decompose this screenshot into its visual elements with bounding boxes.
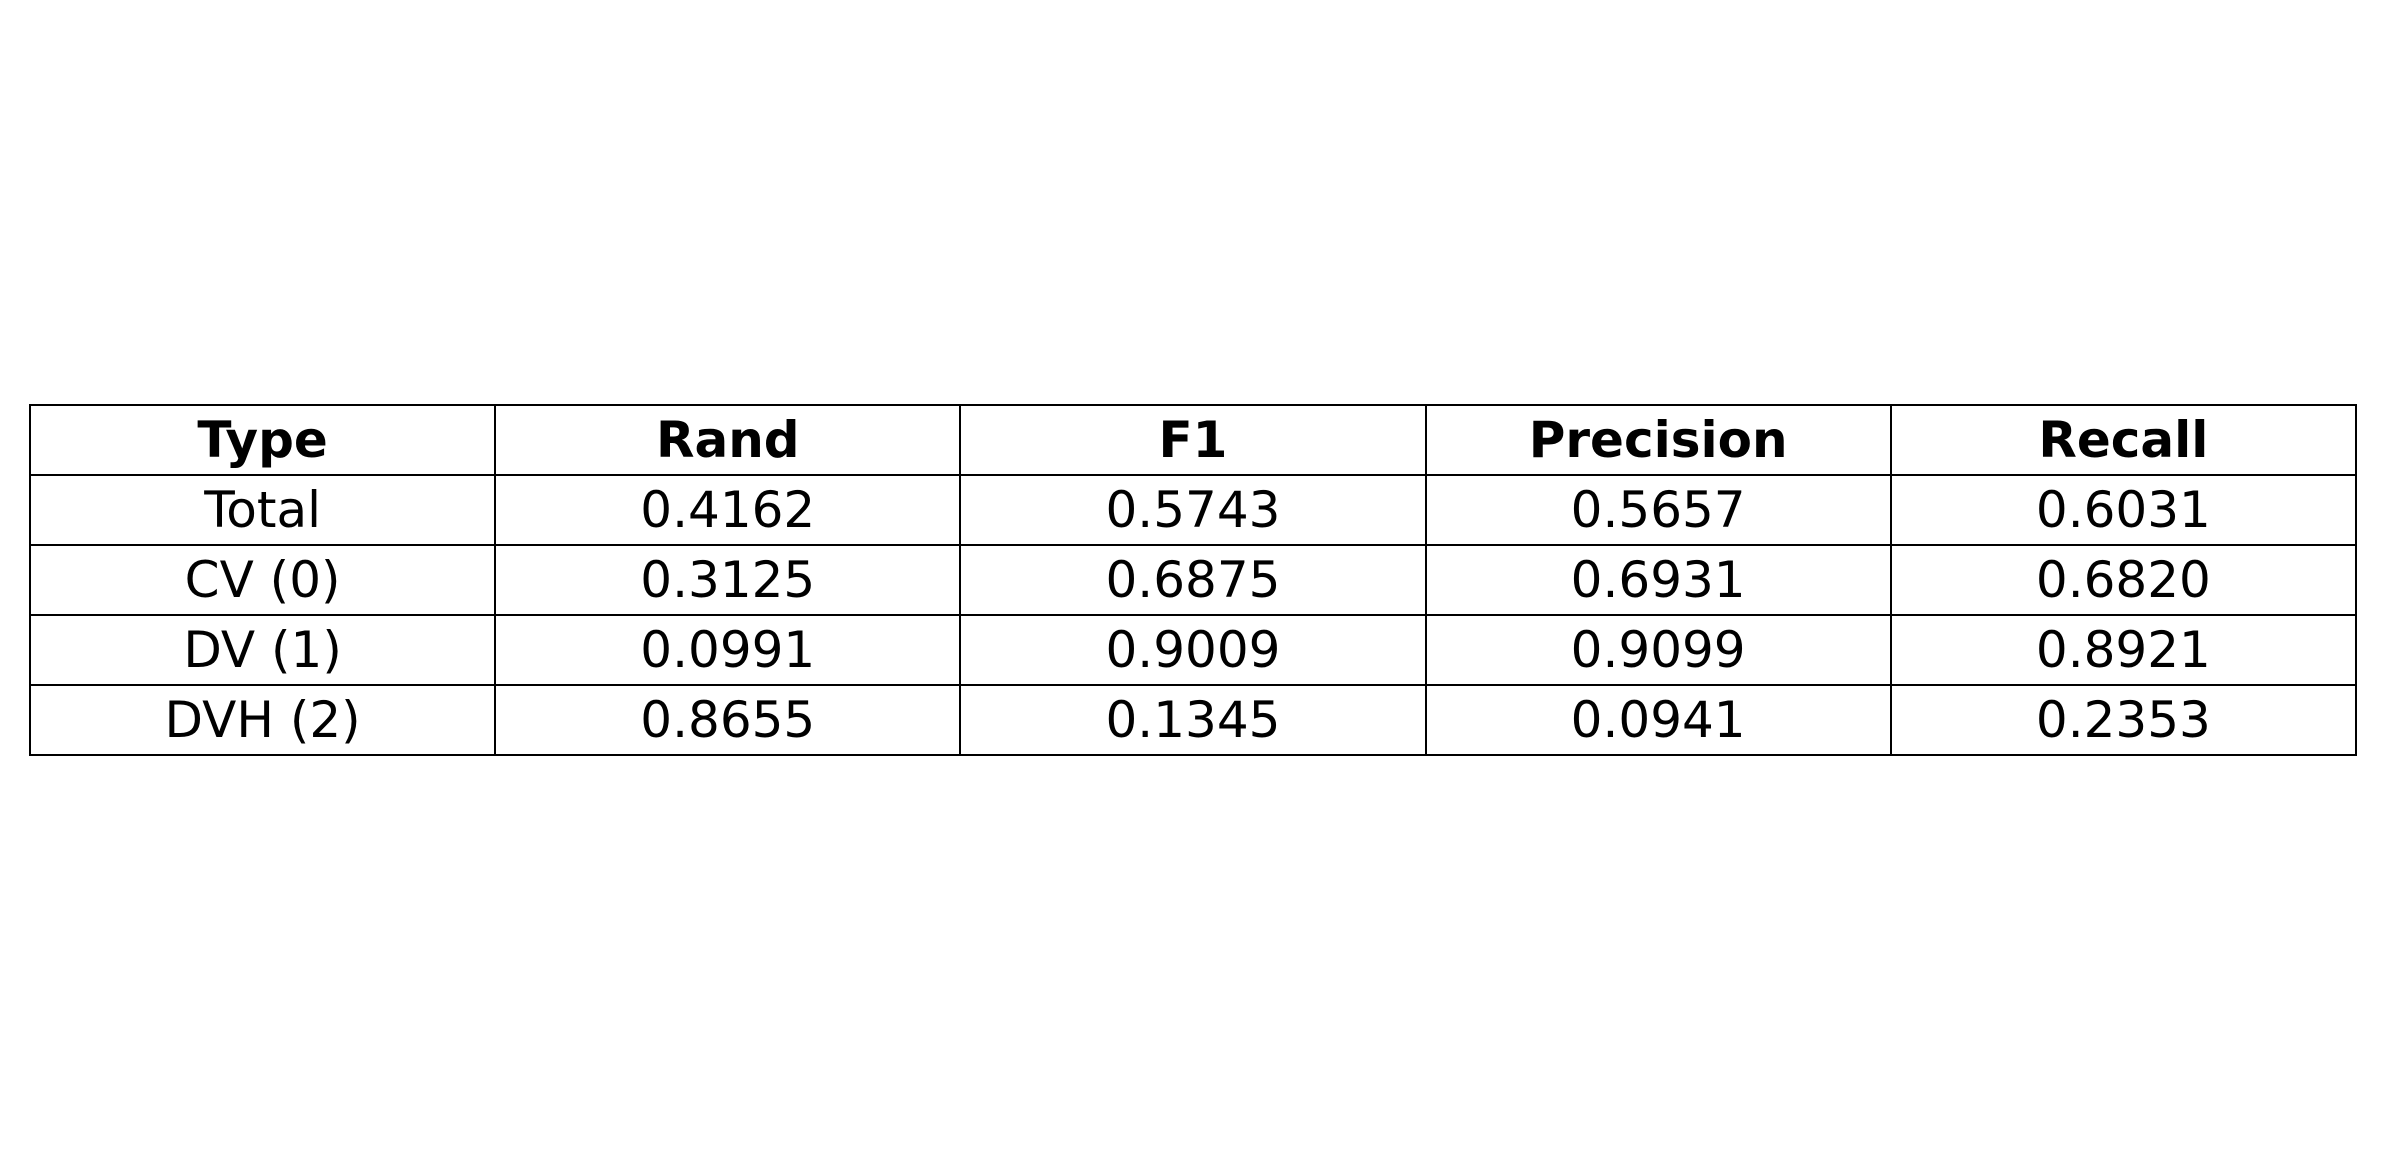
column-header-recall: Recall [1889, 404, 2358, 476]
table-cell: 0.6931 [1424, 544, 1892, 616]
table-cell: 0.8655 [494, 684, 962, 756]
column-header-f1: F1 [959, 404, 1427, 476]
table-cell: 0.5657 [1424, 474, 1892, 546]
table-cell: 0.6820 [1889, 544, 2358, 616]
table-cell: 0.4162 [494, 474, 962, 546]
table-row: DV (1) 0.0991 0.9009 0.9099 0.8921 [28, 614, 2358, 686]
table-cell: 0.6031 [1889, 474, 2358, 546]
table-cell: 0.3125 [494, 544, 962, 616]
table-cell: 0.1345 [959, 684, 1427, 756]
column-header-type: Type [28, 404, 497, 476]
column-header-precision: Precision [1424, 404, 1892, 476]
table-cell: 0.9099 [1424, 614, 1892, 686]
table-body: Total 0.4162 0.5743 0.5657 0.6031 CV (0) 0.312… [28, 474, 2358, 756]
row-label: CV (0) [28, 544, 497, 616]
row-label: DV (1) [28, 614, 497, 686]
table-cell: 0.0991 [494, 614, 962, 686]
header-row: Type Rand F1 Precision Recall [28, 404, 2358, 476]
row-label: DVH (2) [28, 684, 497, 756]
table-cell: 0.9009 [959, 614, 1427, 686]
table-cell: 0.0941 [1424, 684, 1892, 756]
table-row: Total 0.4162 0.5743 0.5657 0.6031 [28, 474, 2358, 546]
row-label: Total [28, 474, 497, 546]
table-header: Type Rand F1 Precision Recall [28, 404, 2358, 476]
table-cell: 0.6875 [959, 544, 1427, 616]
table-cell: 0.5743 [959, 474, 1427, 546]
metrics-table: Type Rand F1 Precision Recall Total 0.4162 0.5… [28, 404, 2358, 756]
table-row: CV (0) 0.3125 0.6875 0.6931 0.6820 [28, 544, 2358, 616]
column-header-rand: Rand [494, 404, 962, 476]
table-cell: 0.2353 [1889, 684, 2358, 756]
table-row: DVH (2) 0.8655 0.1345 0.0941 0.2353 [28, 684, 2358, 756]
table-cell: 0.8921 [1889, 614, 2358, 686]
